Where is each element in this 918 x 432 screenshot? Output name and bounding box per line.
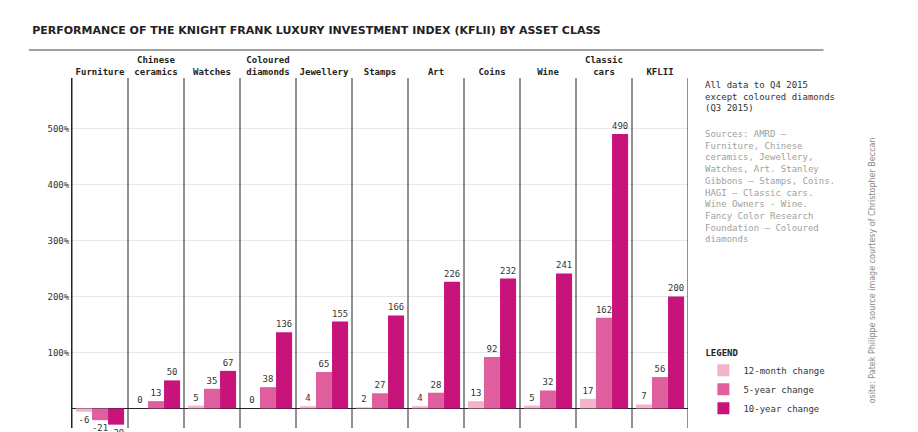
svg-text:Coins: Coins	[478, 67, 505, 77]
svg-text:100%: 100%	[48, 348, 70, 358]
svg-text:-6: -6	[79, 415, 90, 425]
svg-text:155: 155	[332, 309, 348, 319]
svg-text:7: 7	[641, 391, 646, 401]
svg-text:17: 17	[583, 386, 594, 396]
svg-text:All data to Q4 2015except colo: All data to Q4 2015except coloured diamo…	[705, 80, 835, 113]
svg-text:28: 28	[431, 380, 442, 390]
svg-text:56: 56	[655, 364, 666, 374]
svg-text:5-year change: 5-year change	[743, 385, 813, 395]
svg-text:Chineseceramics: Chineseceramics	[134, 55, 177, 77]
svg-text:2: 2	[361, 394, 366, 404]
svg-text:-21: -21	[92, 423, 108, 432]
svg-text:13: 13	[151, 388, 162, 398]
svg-text:Watches: Watches	[193, 67, 231, 77]
svg-text:490: 490	[612, 121, 628, 131]
svg-text:67: 67	[223, 358, 234, 368]
svg-text:KFLII: KFLII	[646, 67, 673, 77]
svg-text:136: 136	[276, 319, 292, 329]
svg-text:0: 0	[249, 395, 254, 405]
svg-text:166: 166	[388, 302, 404, 312]
svg-text:osite: Patek Philippe source i: osite: Patek Philippe source image court…	[868, 138, 877, 404]
svg-text:Coloureddiamonds: Coloureddiamonds	[246, 55, 289, 77]
svg-text:200: 200	[668, 283, 684, 293]
svg-text:232: 232	[500, 266, 516, 276]
svg-text:400%: 400%	[48, 180, 70, 190]
svg-text:4: 4	[417, 393, 422, 403]
svg-text:200%: 200%	[48, 292, 70, 302]
svg-text:-29: -29	[108, 428, 124, 432]
svg-text:300%: 300%	[48, 236, 70, 246]
svg-text:Jewellery: Jewellery	[300, 67, 349, 77]
svg-text:92: 92	[487, 344, 498, 354]
svg-text:Art: Art	[428, 67, 444, 77]
svg-text:32: 32	[543, 377, 554, 387]
svg-text:4: 4	[305, 393, 310, 403]
svg-text:Wine: Wine	[537, 67, 559, 77]
svg-text:10-year change: 10-year change	[743, 404, 819, 414]
svg-text:226: 226	[444, 269, 460, 279]
svg-text:27: 27	[375, 380, 386, 390]
svg-text:PERFORMANCE OF THE KNIGHT FRAN: PERFORMANCE OF THE KNIGHT FRANK LUXURY I…	[32, 24, 601, 37]
svg-text:Furniture: Furniture	[76, 67, 125, 77]
svg-text:Sources: AMRD –Furniture, Chin: Sources: AMRD –Furniture, Chineseceramic…	[705, 129, 835, 244]
svg-text:Classiccars: Classiccars	[585, 55, 623, 77]
svg-text:35: 35	[207, 376, 218, 386]
svg-text:13: 13	[471, 388, 482, 398]
svg-text:500%: 500%	[48, 124, 70, 134]
svg-text:12-month change: 12-month change	[743, 366, 824, 376]
svg-text:65: 65	[319, 359, 330, 369]
svg-text:5: 5	[529, 393, 534, 403]
svg-text:5: 5	[193, 393, 198, 403]
svg-text:0: 0	[137, 395, 142, 405]
svg-text:LEGEND: LEGEND	[705, 348, 738, 358]
svg-text:162: 162	[596, 305, 612, 315]
svg-text:38: 38	[263, 374, 274, 384]
svg-text:241: 241	[556, 260, 572, 270]
svg-text:50: 50	[167, 367, 178, 377]
svg-text:Stamps: Stamps	[364, 67, 397, 77]
